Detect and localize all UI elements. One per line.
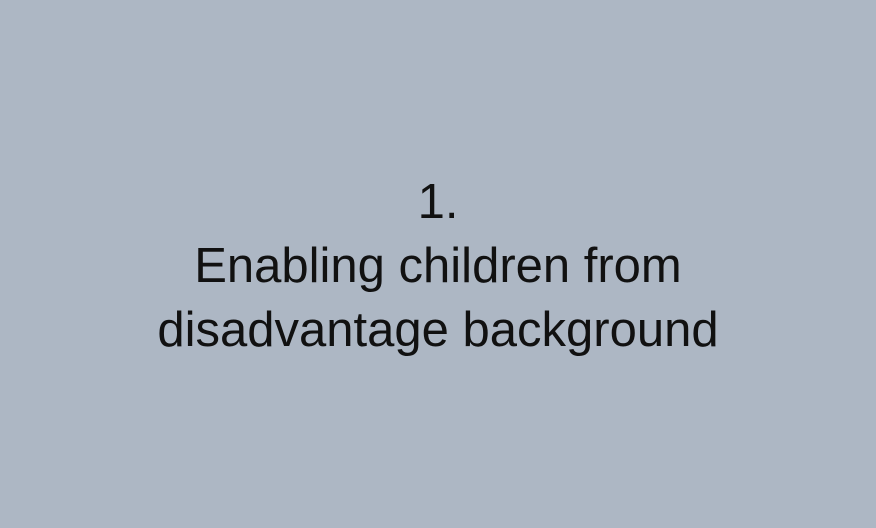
slide-number: 1. xyxy=(417,175,459,229)
slide-heading: 1. Enabling children from disadvantage b… xyxy=(0,170,876,362)
title-line-1: Enabling children from xyxy=(194,239,682,293)
title-line-2: disadvantage background xyxy=(157,303,719,357)
